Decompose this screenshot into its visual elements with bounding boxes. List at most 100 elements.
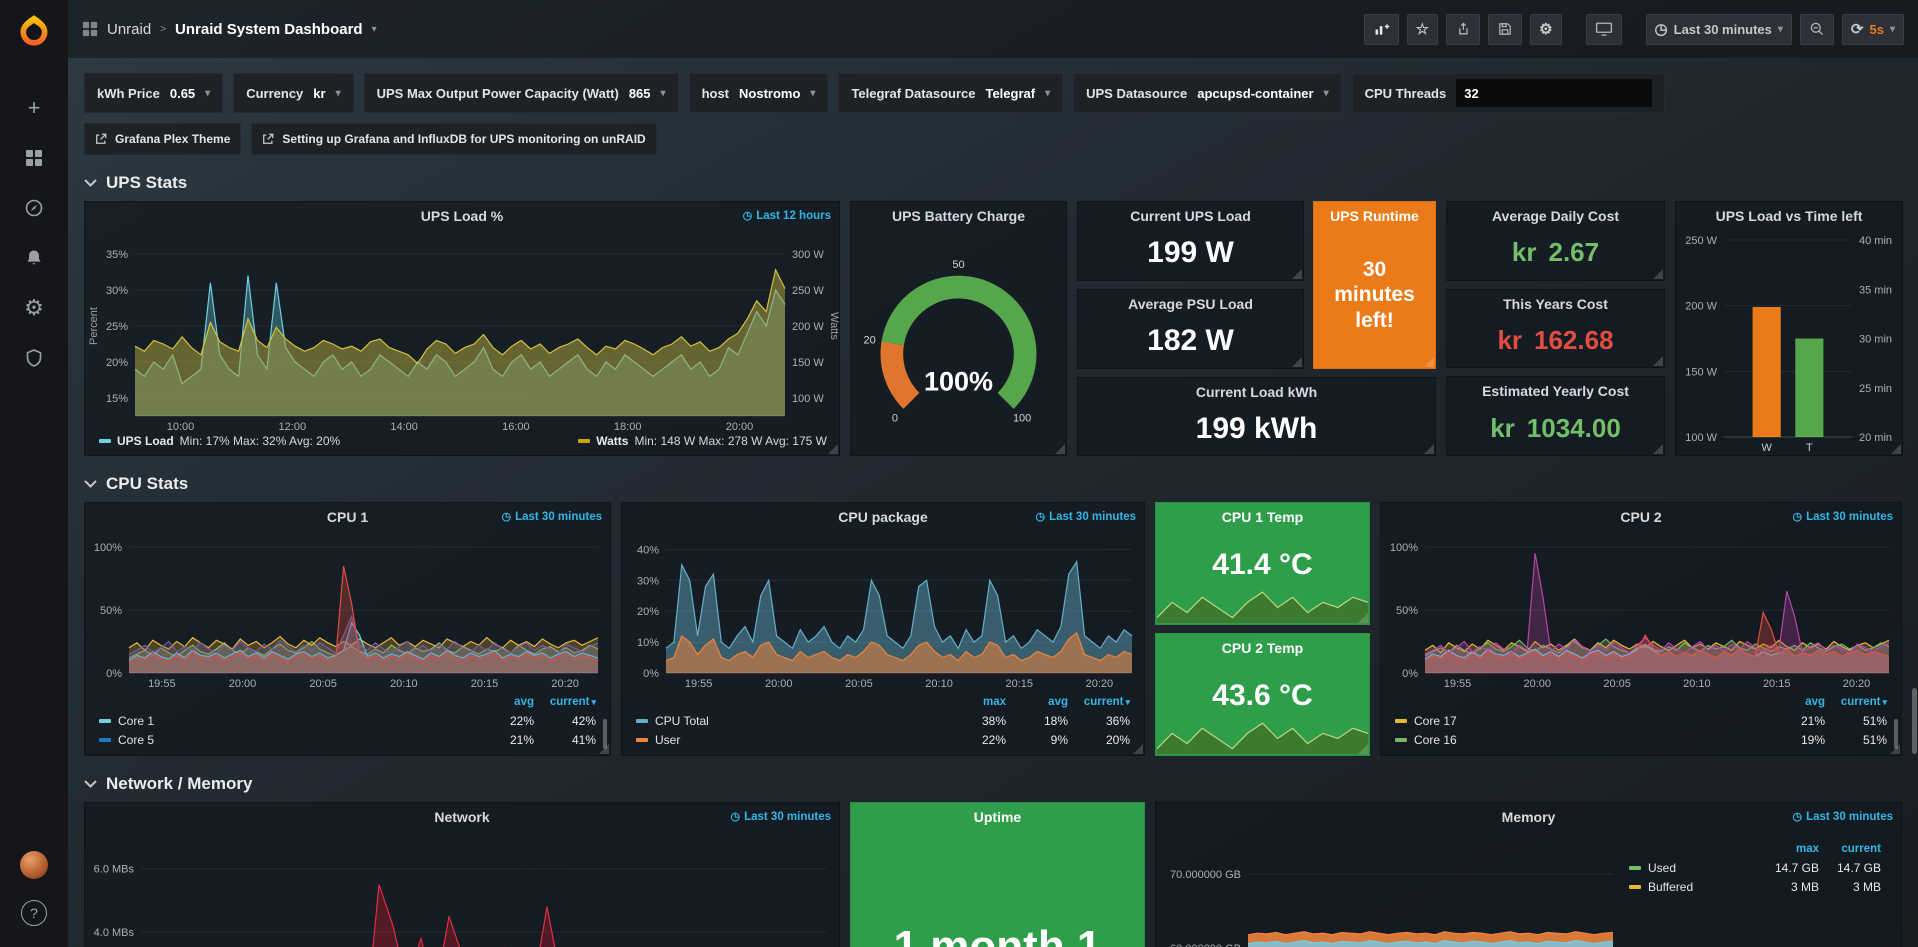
variable-kwh-price[interactable]: kWh Price 0.65 ▾ [84, 73, 224, 113]
user-avatar[interactable] [12, 847, 56, 883]
ups-load-vs-time-chart[interactable]: 250 W 200 W 150 W 100 W 40 min 35 min 30 min 25… [1676, 230, 1902, 455]
legend-scrollbar[interactable] [603, 719, 607, 749]
explore-compass-icon[interactable] [12, 190, 56, 226]
panel-title[interactable]: Average PSU Load [1128, 296, 1253, 312]
ups-load-chart[interactable]: 35% 30% 25% 20% 15% 300 W 250 W 200 W 150 W 100 W… [85, 230, 839, 434]
zoom-out-button[interactable] [1799, 13, 1834, 45]
cpu-package-chart[interactable]: 40% 30% 20% 10% 0% 19:55 20:00 20:05 20:10 20:15 2… [622, 531, 1144, 691]
variable-host[interactable]: host Nostromo ▾ [688, 73, 829, 113]
dashboards-icon[interactable] [12, 140, 56, 176]
legend-sort-max[interactable]: max [982, 695, 1006, 708]
panel-title[interactable]: UPS Battery Charge [891, 208, 1026, 224]
panel-title[interactable]: Current UPS Load [1130, 208, 1251, 224]
panel-resize-handle[interactable] [1133, 744, 1143, 754]
panel-resize-handle[interactable] [1424, 444, 1434, 454]
legend-series-name[interactable]: Core 1 [118, 713, 155, 728]
page-scrollbar-thumb[interactable] [1912, 688, 1917, 754]
cpu2-chart[interactable]: 100% 50% 0% 19:55 20:00 20:05 20:10 20:15 20:20 [1381, 531, 1901, 691]
legend-sort-current[interactable]: current [1841, 842, 1881, 855]
breadcrumb-folder[interactable]: Unraid [107, 20, 152, 38]
star-dashboard-button[interactable]: ☆ [1406, 13, 1439, 45]
breadcrumb-dashboard-title[interactable]: Unraid System Dashboard [175, 20, 363, 38]
panel-title[interactable]: CPU 1 Temp [1221, 509, 1304, 525]
variable-ups-datasource[interactable]: UPS Datasource apcupsd-container ▾ [1073, 73, 1342, 113]
dashboard-dropdown-caret-icon[interactable]: ▾ [371, 23, 377, 35]
legend-sort-avg[interactable]: avg [514, 695, 534, 708]
legend-item-watts[interactable]: Watts Min: 148 W Max: 278 W Avg: 175 W [578, 434, 827, 448]
help-icon[interactable]: ? [12, 895, 56, 931]
add-panel-button[interactable] [1363, 13, 1399, 45]
legend-sort-current[interactable]: current ▾ [1840, 695, 1887, 708]
time-range-button[interactable]: ◷ Last 30 minutes ▾ [1645, 13, 1792, 45]
cpu1-chart[interactable]: 100% 50% 0% 19:55 20:00 20:05 20:10 20:15 20:20 [85, 531, 610, 691]
panel-resize-handle[interactable] [1292, 269, 1302, 279]
legend-sort-current[interactable]: current ▾ [549, 695, 596, 708]
panel-resize-handle[interactable] [1055, 444, 1065, 454]
panel-title[interactable]: Average Daily Cost [1491, 208, 1620, 224]
panel-title[interactable]: UPS Load % [420, 208, 504, 224]
create-plus-icon[interactable]: + [27, 95, 41, 120]
panel-title[interactable]: UPS Runtime [1330, 208, 1419, 224]
legend-series-name[interactable]: Used [1648, 860, 1677, 875]
panel-resize-handle[interactable] [1653, 356, 1663, 367]
cycle-view-mode-button[interactable] [1585, 13, 1622, 45]
configuration-gear-icon[interactable]: ⚙ [24, 295, 44, 320]
panel-resize-handle[interactable] [1292, 357, 1302, 367]
panel-title[interactable]: Network [434, 809, 490, 825]
link-ups-monitoring-guide[interactable]: Setting up Grafana and InfluxDB for UPS … [251, 123, 657, 155]
panel-title[interactable]: CPU 1 [326, 509, 369, 525]
section-cpu-stats[interactable]: CPU Stats [84, 474, 1902, 494]
clock-icon: ◷ [1654, 20, 1668, 38]
legend-series-name[interactable]: User [655, 732, 681, 747]
panel-title[interactable]: CPU 2 [1620, 509, 1662, 525]
legend-series-name[interactable]: Core 16 [1414, 732, 1457, 747]
legend-series-name[interactable]: Buffered [1648, 879, 1694, 894]
panel-title[interactable]: UPS Load vs Time left [1715, 208, 1863, 224]
panel-resize-handle[interactable] [828, 444, 838, 454]
panel-title[interactable]: Memory [1501, 809, 1556, 825]
share-dashboard-button[interactable] [1446, 13, 1481, 45]
panel-resize-handle[interactable] [1891, 444, 1901, 454]
panel-title[interactable]: This Years Cost [1503, 295, 1608, 312]
panel-title[interactable]: Estimated Yearly Cost [1482, 383, 1629, 400]
panel-title[interactable]: CPU package [838, 509, 928, 525]
refresh-button[interactable]: ⟳ 5s ▾ [1841, 13, 1904, 45]
ups-battery-gauge[interactable]: 0 20 50 100 100% [851, 230, 1066, 455]
variable-ups-max-output[interactable]: UPS Max Output Power Capacity (Watt) 865… [363, 73, 679, 113]
panel-resize-handle[interactable] [1424, 357, 1434, 367]
link-grafana-plex-theme[interactable]: Grafana Plex Theme [84, 123, 242, 155]
legend-series-name[interactable]: Core 5 [118, 732, 155, 747]
panel-resize-handle[interactable] [1653, 444, 1663, 455]
legend-series-name[interactable]: Core 17 [1414, 713, 1457, 728]
server-admin-shield-icon[interactable] [12, 340, 56, 376]
alerting-bell-icon[interactable] [12, 240, 56, 276]
legend-sort-max[interactable]: max [1795, 842, 1819, 855]
panel-title[interactable]: Current Load kWh [1195, 384, 1318, 400]
panel-resize-handle[interactable] [1890, 744, 1900, 754]
dashboard-settings-button[interactable]: ⚙ [1530, 13, 1562, 45]
panel-resize-handle[interactable] [1358, 613, 1368, 623]
grafana-logo[interactable] [0, 0, 68, 62]
save-dashboard-button[interactable] [1488, 13, 1523, 45]
legend-sort-avg[interactable]: avg [1048, 695, 1068, 708]
memory-chart[interactable]: 70.000000 GB60.000000 GB50.000000 GB [1156, 831, 1625, 947]
panel-title[interactable]: Uptime [973, 809, 1022, 825]
section-network-memory[interactable]: Network / Memory [84, 774, 1902, 794]
panel-resize-handle[interactable] [1653, 268, 1663, 279]
legend-scrollbar[interactable] [1894, 719, 1898, 749]
legend-sort-current[interactable]: current ▾ [1083, 695, 1130, 708]
legend-sort-avg[interactable]: avg [1805, 695, 1825, 708]
panel-title[interactable]: CPU 2 Temp [1221, 640, 1304, 656]
panel-resize-handle[interactable] [599, 744, 609, 754]
cpu-threads-input[interactable] [1456, 79, 1653, 107]
panel-resize-handle[interactable] [1358, 744, 1368, 754]
legend-item-ups-load[interactable]: UPS Load Min: 17% Max: 32% Avg: 20% [99, 434, 340, 448]
dashboard-grid-icon[interactable] [82, 21, 98, 37]
variable-telegraf-datasource[interactable]: Telegraf Datasource Telegraf ▾ [838, 73, 1064, 113]
svg-text:200 W: 200 W [1685, 301, 1717, 313]
legend-series-name[interactable]: CPU Total [655, 713, 709, 728]
variable-currency[interactable]: Currency kr ▾ [233, 73, 354, 113]
svg-text:Watts: Watts [828, 312, 839, 340]
section-ups-stats[interactable]: UPS Stats [84, 173, 1902, 193]
